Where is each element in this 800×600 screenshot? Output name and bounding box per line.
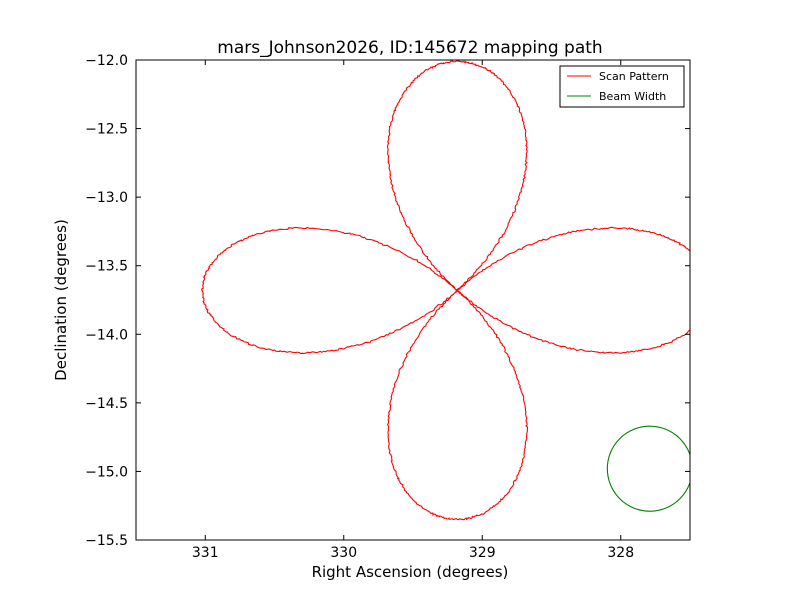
legend-label-beam-width: Beam Width [599, 90, 666, 103]
y-tick-label: −13.5 [85, 259, 128, 275]
y-axis-label: Declination (degrees) [52, 219, 70, 381]
series-layer [201, 60, 690, 521]
legend-label-scan-pattern: Scan Pattern [599, 70, 669, 83]
y-axis: −12.0 −12.5 −13.0 −13.5 −14.0 −14.5 −15.0 −15.5 [85, 53, 690, 549]
y-tick-label: −13.0 [85, 190, 128, 206]
beam-width-circle [606, 425, 690, 512]
x-tick-label: 331 [192, 545, 219, 561]
plot-area-frame [135, 59, 691, 541]
y-tick-label: −14.0 [85, 327, 128, 343]
y-tick-label: −15.0 [85, 464, 128, 480]
legend: Scan Pattern Beam Width [559, 65, 685, 108]
y-tick-label: −15.5 [85, 533, 128, 549]
x-tick-label: 330 [330, 545, 357, 561]
x-tick-label: 329 [469, 545, 496, 561]
y-tick-label: −12.5 [85, 122, 128, 138]
y-tick-label: −12.0 [85, 53, 128, 69]
chart-title: mars_Johnson2026, ID:145672 mapping path [217, 38, 602, 58]
scan-pattern-line [201, 60, 690, 521]
x-tick-label: 328 [607, 545, 634, 561]
legend-box [559, 65, 685, 108]
y-tick-label: −14.5 [85, 396, 128, 412]
x-axis: 331 330 329 328 [192, 60, 634, 561]
x-axis-label: Right Ascension (degrees) [312, 563, 509, 581]
